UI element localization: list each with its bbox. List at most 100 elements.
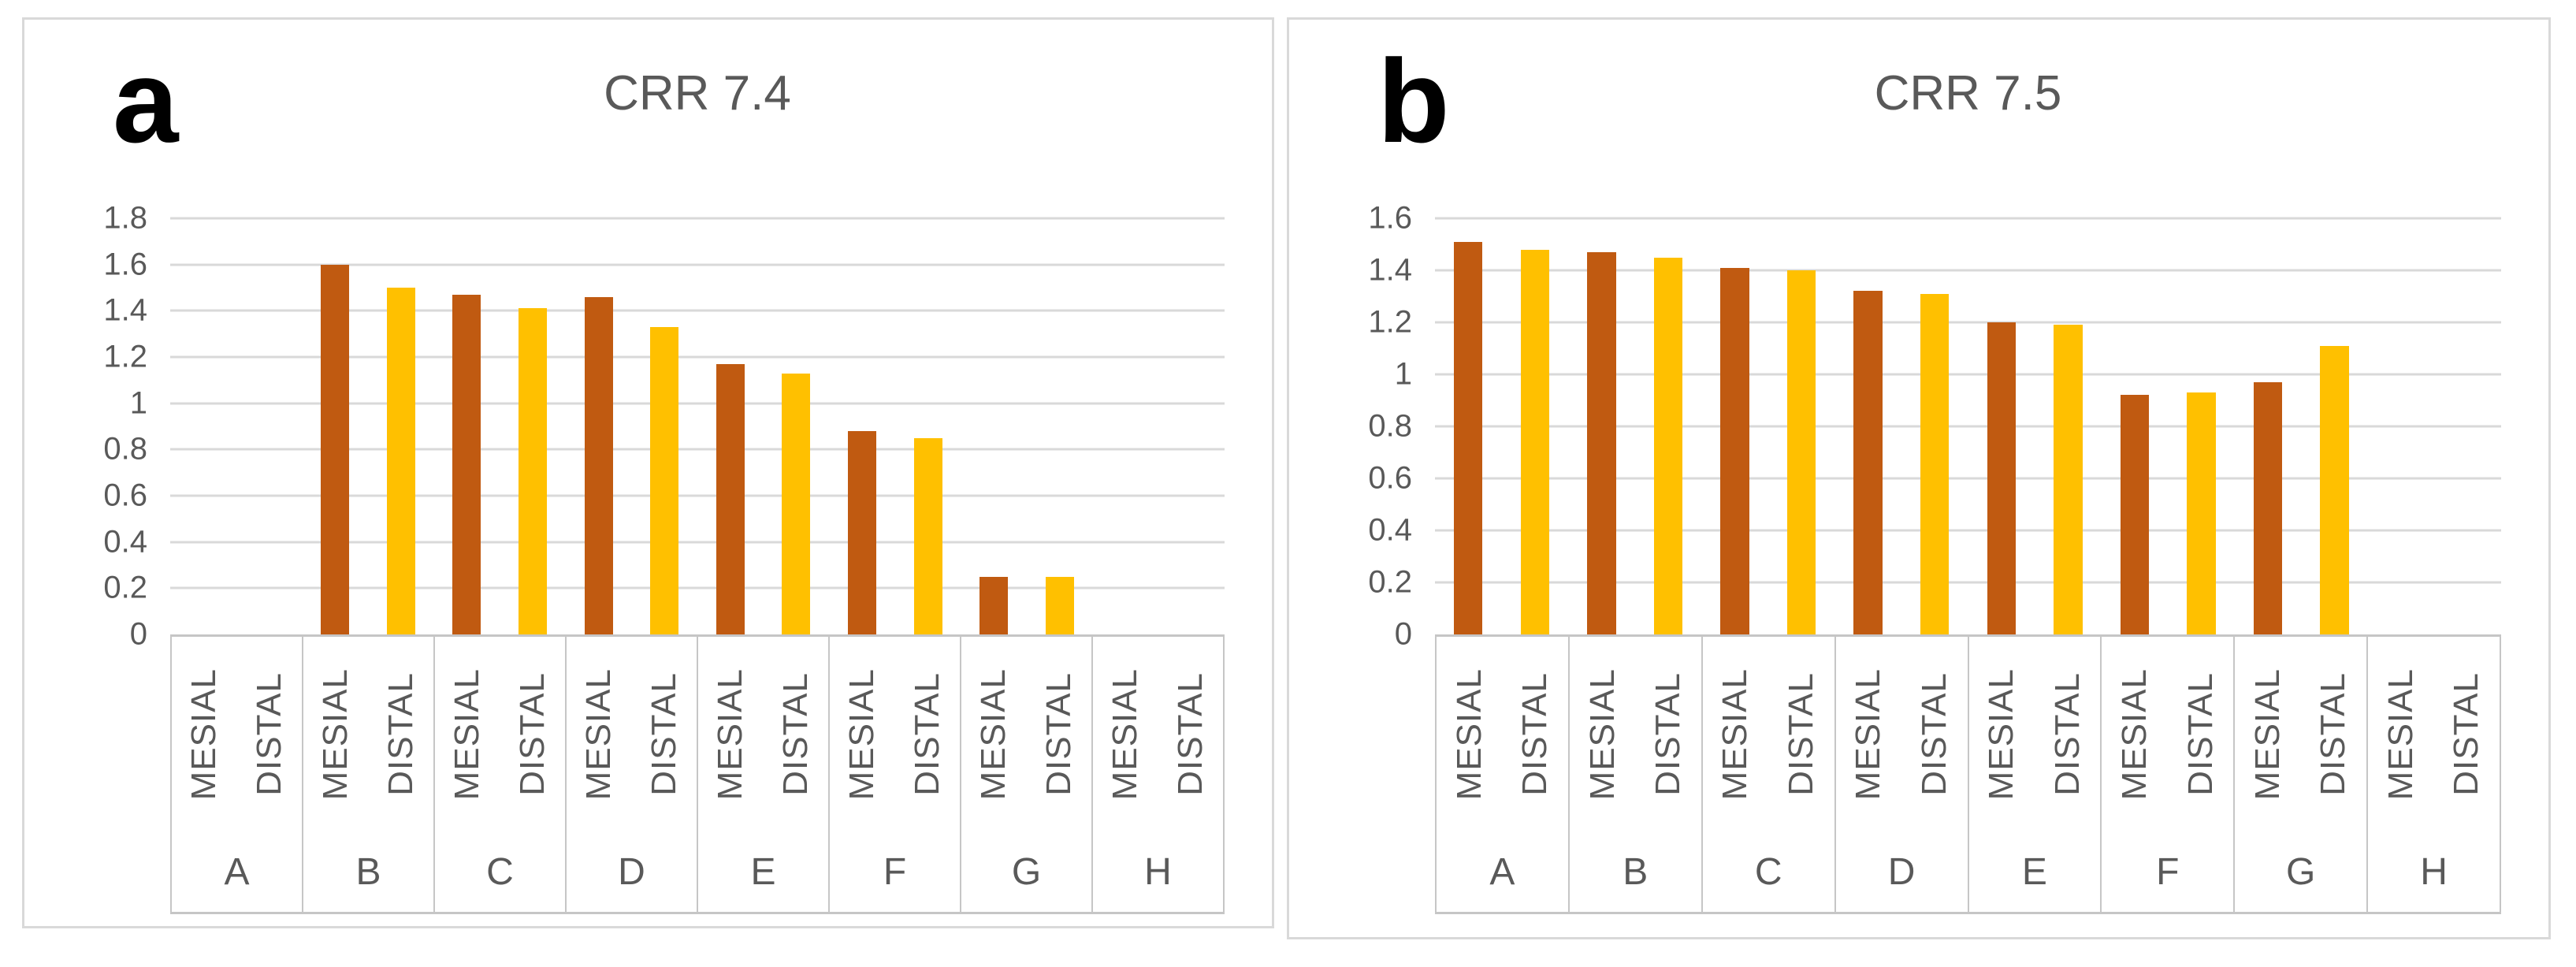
bar-slot xyxy=(1901,218,1968,634)
sub-category-labels: MESIAL DISTAL xyxy=(435,637,565,831)
category-group-b: MESIAL DISTAL B xyxy=(1570,637,1703,912)
category-group-h: MESIAL DISTAL H xyxy=(1093,637,1225,912)
x-tick-label-distal: DISTAL xyxy=(2314,672,2353,796)
gridline xyxy=(170,309,1225,312)
x-tick-label-mesial: MESIAL xyxy=(974,668,1013,801)
sub-category-labels: MESIAL DISTAL xyxy=(698,637,828,831)
sub-category-slot: DISTAL xyxy=(369,637,434,831)
chart-panel-b: b CRR 7.5 1.6 1.4 1.2 1 0.8 0.6 0.4 0.2 0 MESIAL… xyxy=(1287,17,2551,939)
category-letter-g: G xyxy=(1011,850,1042,893)
x-tick-label-mesial: MESIAL xyxy=(1449,668,1489,801)
gridline xyxy=(170,217,1225,220)
y-tick-label: 0.6 xyxy=(1368,460,1412,496)
sub-category-labels: MESIAL DISTAL xyxy=(1836,637,1968,831)
bar-b-mesial xyxy=(321,264,350,634)
bar-c-distal xyxy=(1786,270,1816,634)
x-tick-label-distal: DISTAL xyxy=(1515,672,1555,796)
gridline xyxy=(1435,425,2501,428)
bar-slot xyxy=(2035,218,2102,634)
bar-slot xyxy=(2102,218,2169,634)
gridline xyxy=(1435,581,2501,584)
bar-slot xyxy=(829,218,895,634)
sub-category-slot: MESIAL xyxy=(172,637,237,831)
x-tick-label-distal: DISTAL xyxy=(775,672,815,796)
bar-d-distal xyxy=(1920,293,1950,634)
x-tick-label-distal: DISTAL xyxy=(907,672,946,796)
sub-category-slot: MESIAL xyxy=(435,637,500,831)
category-letter-b: B xyxy=(355,850,381,893)
y-tick-label: 1.2 xyxy=(1368,304,1412,340)
category-letter-c: C xyxy=(1754,850,1782,893)
gridline xyxy=(170,448,1225,451)
sub-category-labels: MESIAL DISTAL xyxy=(1437,637,1568,831)
bar-slot xyxy=(1027,218,1093,634)
sub-category-labels: MESIAL DISTAL xyxy=(1969,637,2101,831)
category-letter-e: E xyxy=(2021,850,2047,893)
category-letter-f: F xyxy=(883,850,907,893)
category-letter-d: D xyxy=(618,850,645,893)
sub-category-slot: DISTAL xyxy=(2035,637,2100,831)
sub-category-slot: MESIAL xyxy=(2235,637,2300,831)
y-tick-label: 0.4 xyxy=(103,524,147,560)
sub-category-slot: DISTAL xyxy=(1635,637,1701,831)
gridline xyxy=(170,494,1225,497)
bar-g-distal xyxy=(2320,345,2349,634)
bar-b-distal xyxy=(1653,257,1683,634)
sub-category-slot: MESIAL xyxy=(567,637,632,831)
sub-category-slot: MESIAL xyxy=(2102,637,2167,831)
gridline xyxy=(1435,529,2501,532)
category-group-d: MESIAL DISTAL D xyxy=(1836,637,1969,912)
bar-f-distal xyxy=(913,437,942,634)
gridline xyxy=(170,586,1225,589)
bar-slot xyxy=(434,218,500,634)
gridline xyxy=(170,263,1225,266)
bar-g-distal xyxy=(1045,576,1074,634)
x-tick-label-distal: DISTAL xyxy=(644,672,683,796)
bar-slot xyxy=(895,218,961,634)
x-tick-label-distal: DISTAL xyxy=(1781,672,1820,796)
x-tick-label-distal: DISTAL xyxy=(2047,672,2087,796)
category-group-e: MESIAL DISTAL E xyxy=(698,637,830,912)
y-tick-label: 1.2 xyxy=(103,339,147,374)
panel-letter-a: a xyxy=(113,35,179,167)
x-tick-label-distal: DISTAL xyxy=(1914,672,1953,796)
plot-wrap: MESIAL DISTAL A MESIAL DISTAL B MESIAL DISTAL C M… xyxy=(1435,217,2501,916)
bar-slot xyxy=(1834,218,1901,634)
x-tick-label-mesial: MESIAL xyxy=(1715,668,1755,801)
y-tick-label: 0 xyxy=(129,616,147,652)
sub-category-labels: MESIAL DISTAL xyxy=(567,637,697,831)
bar-slot xyxy=(1158,218,1225,634)
plot-area xyxy=(170,217,1225,634)
bars-layer xyxy=(170,218,1225,634)
x-tick-label-mesial: MESIAL xyxy=(1582,668,1622,801)
bar-slot xyxy=(170,218,236,634)
category-letter-a: A xyxy=(1489,850,1515,893)
gridline xyxy=(1435,477,2501,480)
gridline xyxy=(170,355,1225,359)
sub-category-slot: MESIAL xyxy=(1969,637,2035,831)
bar-b-mesial xyxy=(1587,251,1616,634)
x-tick-label-mesial: MESIAL xyxy=(448,668,487,801)
bar-slot xyxy=(500,218,566,634)
sub-category-labels: MESIAL DISTAL xyxy=(1093,637,1223,831)
category-letter-b: B xyxy=(1623,850,1649,893)
sub-category-slot: DISTAL xyxy=(2434,637,2500,831)
bar-f-mesial xyxy=(848,430,877,634)
bar-c-mesial xyxy=(452,294,481,634)
bar-slot xyxy=(2368,218,2435,634)
sub-category-labels: MESIAL DISTAL xyxy=(1570,637,1701,831)
bar-slot xyxy=(302,218,368,634)
sub-category-slot: MESIAL xyxy=(1703,637,1768,831)
x-tick-label-mesial: MESIAL xyxy=(579,668,619,801)
category-letter-g: G xyxy=(2286,850,2316,893)
bar-slot xyxy=(2434,218,2501,634)
bar-e-mesial xyxy=(716,363,745,634)
bar-e-distal xyxy=(782,373,811,634)
x-tick-label-mesial: MESIAL xyxy=(2381,668,2420,801)
bar-g-mesial xyxy=(2253,381,2283,634)
x-tick-label-mesial: MESIAL xyxy=(2247,668,2287,801)
x-tick-label-distal: DISTAL xyxy=(249,672,288,796)
x-tick-label-distal: DISTAL xyxy=(512,672,552,796)
sub-category-labels: MESIAL DISTAL xyxy=(2235,637,2366,831)
gridline xyxy=(170,402,1225,405)
